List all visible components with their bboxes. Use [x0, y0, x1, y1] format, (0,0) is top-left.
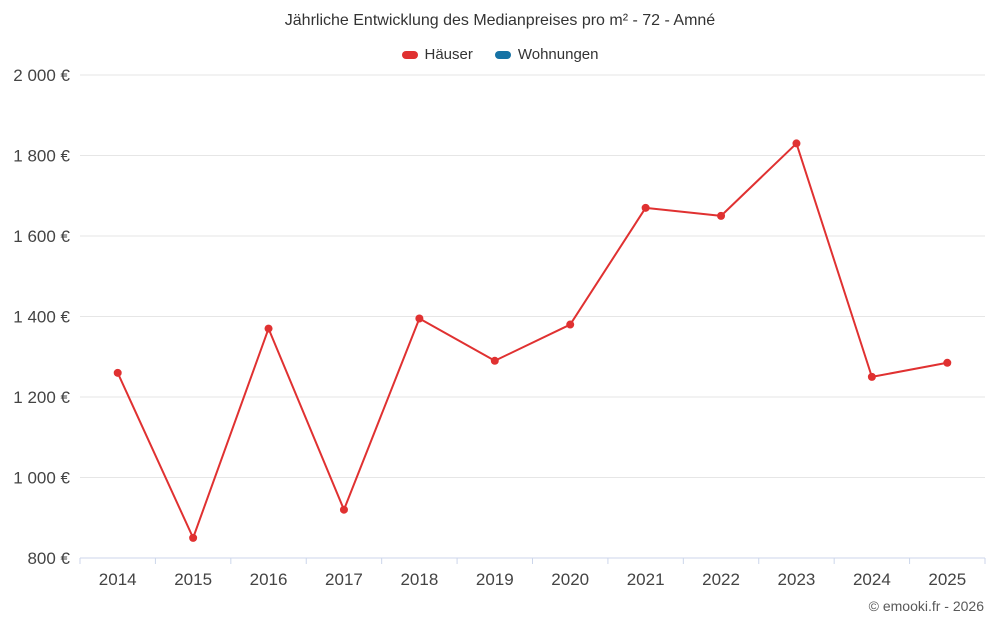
y-axis-label: 1 600 € [13, 227, 70, 246]
y-axis-label: 1 800 € [13, 147, 70, 166]
x-axis-label: 2023 [778, 570, 816, 589]
x-axis-label: 2019 [476, 570, 514, 589]
haeuser-series-marker [401, 50, 418, 59]
x-axis-label: 2025 [928, 570, 966, 589]
x-axis-label: 2014 [99, 570, 137, 589]
data-point[interactable] [641, 203, 650, 212]
data-point[interactable] [717, 211, 726, 220]
x-axis-label: 2016 [250, 570, 288, 589]
x-axis-label: 2018 [400, 570, 438, 589]
data-point[interactable] [867, 372, 876, 381]
haeuser-series-label: Häuser [424, 46, 473, 63]
y-axis-label: 1 200 € [13, 388, 70, 407]
x-axis-label: 2021 [627, 570, 665, 589]
x-axis-label: 2020 [551, 570, 589, 589]
wohnungen-series-label: Wohnungen [517, 46, 599, 63]
y-axis-label: 2 000 € [13, 66, 70, 85]
x-axis-label: 2022 [702, 570, 740, 589]
data-point[interactable] [113, 368, 122, 377]
y-axis-label: 1 000 € [13, 469, 70, 488]
data-point[interactable] [566, 320, 575, 329]
legend-item-wohnungen[interactable]: Wohnungen [494, 46, 599, 63]
chart-title: Jährliche Entwicklung des Medianpreises … [284, 12, 716, 29]
attribution-text: © emooki.fr - 2026 [868, 598, 984, 614]
data-point[interactable] [792, 139, 801, 148]
chart-legend: Häuser Wohnungen [0, 46, 1000, 63]
y-axis-label: 800 € [27, 549, 70, 568]
data-point[interactable] [415, 314, 424, 323]
legend-item-haeuser[interactable]: Häuser [401, 46, 473, 63]
data-point[interactable] [943, 358, 952, 367]
data-point[interactable] [490, 356, 499, 365]
x-axis-label: 2017 [325, 570, 363, 589]
data-point[interactable] [264, 324, 273, 333]
series-line-häuser [116, 142, 948, 539]
x-axis-label: 2015 [174, 570, 212, 589]
x-axis-label: 2024 [853, 570, 891, 589]
wohnungen-series-marker [494, 50, 511, 59]
data-point[interactable] [339, 505, 348, 514]
data-point[interactable] [189, 533, 198, 542]
y-axis-label: 1 400 € [13, 308, 70, 327]
